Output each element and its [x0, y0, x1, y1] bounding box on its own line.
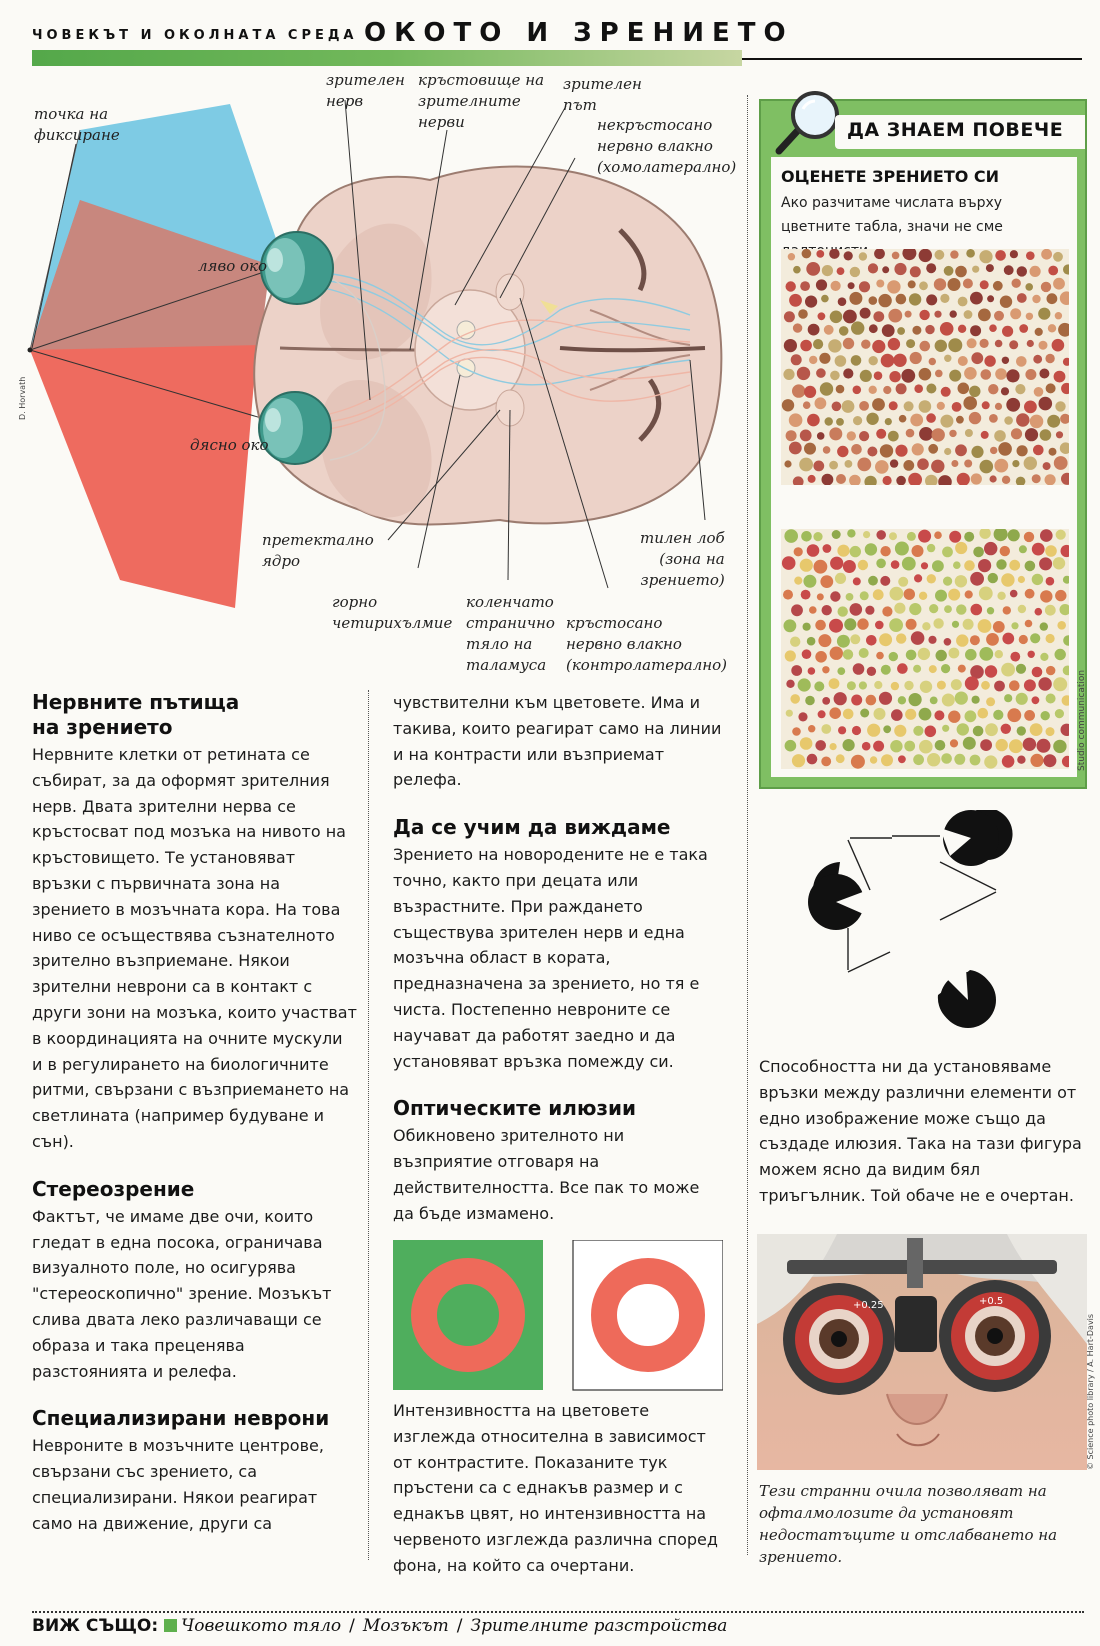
learn-more-subtitle: ОЦЕНЕТЕ ЗРЕНИЕТО СИ: [781, 167, 1000, 186]
left-eye: [260, 231, 334, 305]
kanizsa-triangle-figure: [808, 810, 1013, 1028]
header-kicker: ЧОВЕКЪТ И ОКОЛНАТА СРЕДА: [32, 28, 358, 43]
right-eye: [258, 391, 332, 465]
illusion-text: Способността ни да установяваме връзки м…: [759, 1057, 1082, 1205]
photo-credit: © Science photo library / A. Hart-Davis: [1086, 1313, 1095, 1470]
header-rule: [742, 58, 1082, 60]
trial-frame-photo: +0.25 +0.5: [757, 1234, 1087, 1470]
visual-pathway-diagram: точка на фиксиране зрителен нерв кръстов…: [0, 60, 745, 680]
rings-caption: Интензивността на цветовете изглежда отн…: [393, 1401, 718, 1575]
see-also-link-brain[interactable]: Мозъкът: [362, 1616, 449, 1636]
footer-rule: [32, 1611, 1084, 1613]
ishihara-plate-2: [781, 529, 1069, 769]
heading-visual-pathways: Нервните пътища на зрението: [32, 690, 240, 739]
label-uncrossed-fiber: некръстосано нервно влакно (хомолатералн…: [597, 116, 737, 176]
column-1: Нервните пътища на зрението Нервните кле…: [32, 690, 357, 1559]
text-learning-to-see: Зрението на новородените не е така точно…: [393, 845, 708, 1071]
column-divider: [368, 690, 369, 1560]
label-left-eye: ляво око: [198, 257, 268, 275]
binocular-overlap: [30, 200, 270, 350]
label-occipital-lobe: тилен лоб (зона на зрението): [640, 529, 725, 589]
column-2: чувствителни към цветовете. Има и такива…: [393, 690, 723, 1249]
diagram-credit: D. Horvath: [18, 376, 27, 420]
label-fixation-point: точка на фиксиране: [34, 105, 120, 144]
trial-frame-right-lens: [939, 1280, 1051, 1392]
ring-on-green: [411, 1258, 525, 1372]
see-also-link-vision-disorders[interactable]: Зрителните разстройства: [470, 1616, 728, 1636]
lens-label-left: +0.25: [853, 1300, 884, 1311]
label-optic-nerve: зрителен нерв: [326, 71, 405, 110]
label-pretectal-nucleus: претектално ядро: [262, 531, 374, 570]
ring-on-white: [591, 1258, 705, 1372]
label-lateral-geniculate: коленчато странично тяло на таламуса: [466, 593, 555, 674]
label-right-eye: дясно око: [190, 436, 269, 454]
text-optical-illusions: Обикновено зрителното ни възприятие отго…: [393, 1126, 700, 1223]
text-stereo-vision: Фактът, че имаме две очи, които гледат в…: [32, 1206, 332, 1381]
text-specialized-neurons-cont: чувствителни към цветовете. Има и такива…: [393, 693, 722, 790]
lens-label-right: +0.5: [979, 1296, 1003, 1307]
text-specialized-neurons: Невроните в мозъчните центрове, свързани…: [32, 1436, 324, 1533]
page-title: ОКОТО И ЗРЕНИЕТО: [364, 18, 794, 48]
heading-optical-illusions: Оптическите илюзии: [393, 1096, 637, 1121]
heading-learning-to-see: Да се учим да виждаме: [393, 815, 671, 840]
label-optic-tract: зрителен път: [563, 75, 642, 114]
contrast-rings-figure: [393, 1240, 723, 1391]
text-visual-pathways: Нервните клетки от ретината се събират, …: [32, 745, 357, 1151]
label-crossed-fiber: кръстосано нервно влакно (контролатералн…: [566, 614, 728, 674]
plate-credit: Studio communication: [1077, 669, 1087, 771]
green-square-icon: [164, 1619, 178, 1632]
learn-more-box: ДА ЗНАЕМ ПОВЕЧЕ ОЦЕНЕТЕ ЗРЕНИЕТО СИ Ако …: [759, 91, 1087, 789]
photo-caption: Тези странни очила позволяват на офталмо…: [759, 1482, 1058, 1566]
learn-more-title-bar: ДА ЗНАЕМ ПОВЕЧЕ: [835, 115, 1085, 149]
see-also-link-human-body[interactable]: Човешкото тяло: [181, 1616, 342, 1636]
heading-specialized-neurons: Специализирани неврони: [32, 1406, 330, 1431]
see-also-footer: ВИЖ СЪЩО: Човешкото тяло / Мозъкът / Зрителни…: [32, 1616, 728, 1636]
visual-pathway-illustration: [27, 99, 723, 608]
heading-stereo-vision: Стереозрение: [32, 1176, 195, 1201]
sidebar-divider: [747, 95, 748, 1555]
trial-frame-left-lens: [783, 1283, 895, 1395]
ishihara-plate-1: [781, 249, 1069, 485]
label-optic-chiasm: кръстовище на зрителните нерви: [418, 71, 545, 131]
see-also-label: ВИЖ СЪЩО:: [32, 1616, 159, 1636]
label-superior-colliculus: горно четирихълмие: [332, 593, 453, 632]
header-green-bar: [32, 50, 742, 66]
learn-more-text: Ако разчитаме числата върху цветните таб…: [781, 195, 1003, 259]
magnifier-icon: [775, 91, 839, 155]
